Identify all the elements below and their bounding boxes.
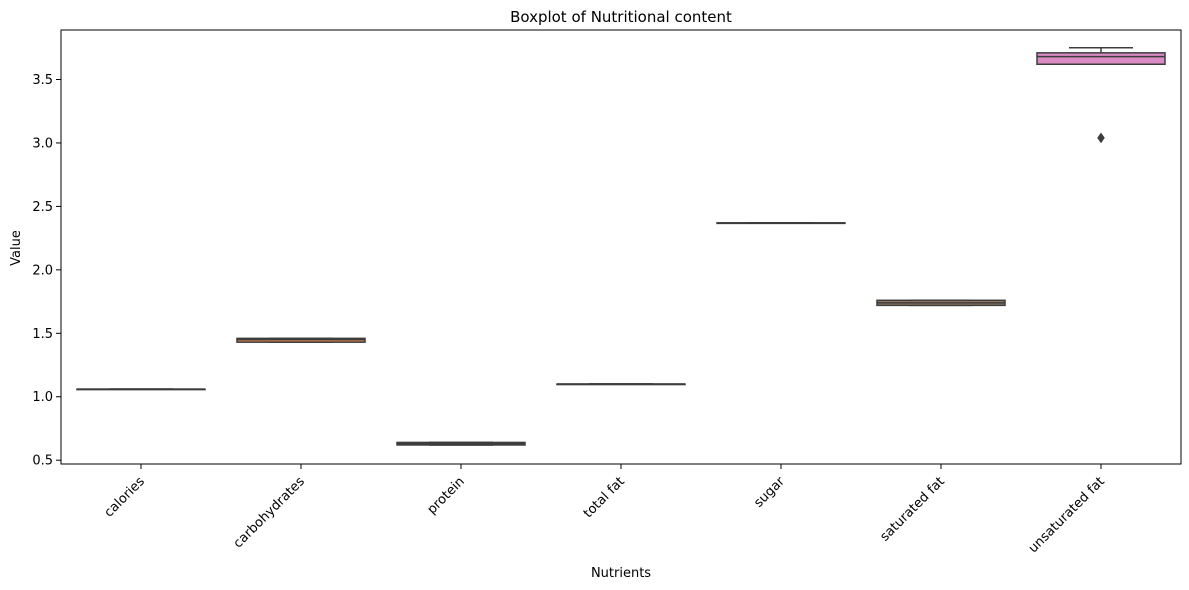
y-tick-label: 3.0 [32, 136, 53, 151]
outlier-unsaturated-fat-0 [1097, 132, 1105, 144]
x-tick-label: saturated fat [877, 474, 947, 544]
x-tick-label: carbohydrates [231, 474, 308, 551]
plot-area: 0.5 1.0 1.5 2.0 2.5 3.0 3.5 calories carbohydrat… [32, 29, 1182, 556]
x-tick-label: protein [425, 474, 468, 517]
x-tick-label: total fat [581, 474, 628, 521]
box-unsaturated-fat [1036, 52, 1166, 66]
y-tick-label: 1.0 [32, 390, 53, 405]
y-tick-label: 2.0 [32, 263, 53, 278]
x-tick-label: unsaturated fat [1026, 474, 1108, 556]
x-tick-label: calories [102, 474, 148, 520]
y-tick-label: 1.5 [32, 327, 53, 342]
x-tick-label: sugar [751, 474, 788, 511]
y-tick-label: 3.5 [32, 73, 53, 88]
y-tick-label: 2.5 [32, 200, 53, 215]
y-tick-label: 0.5 [32, 454, 53, 469]
chart-title: Boxplot of Nutritional content [510, 8, 732, 26]
y-axis-label: Value [9, 230, 24, 266]
plot-frame [60, 29, 1182, 465]
x-axis-label: Nutrients [591, 566, 651, 581]
